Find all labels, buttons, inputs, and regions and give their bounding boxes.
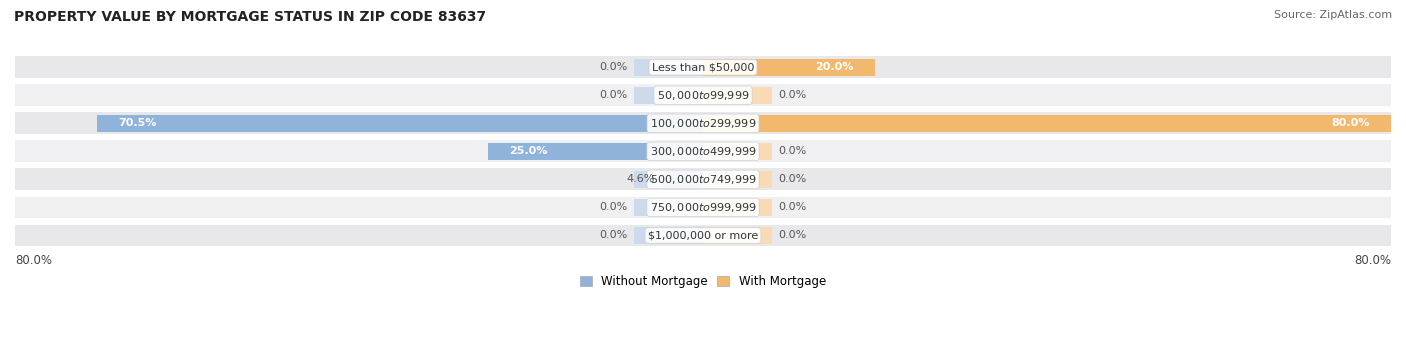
Bar [488,143,703,160]
Text: 70.5%: 70.5% [118,118,156,128]
Text: 0.0%: 0.0% [779,231,807,240]
Legend: Without Mortgage, With Mortgage: Without Mortgage, With Mortgage [575,270,831,293]
Text: 0.0%: 0.0% [599,203,627,212]
Bar [634,59,703,76]
Text: 0.0%: 0.0% [599,231,627,240]
Bar [703,199,772,216]
Text: $1,000,000 or more: $1,000,000 or more [648,231,758,240]
Text: $50,000 to $99,999: $50,000 to $99,999 [657,89,749,102]
Text: Source: ZipAtlas.com: Source: ZipAtlas.com [1274,10,1392,20]
Bar [703,143,772,160]
Text: 80.0%: 80.0% [1354,254,1391,267]
Bar [634,143,703,160]
Bar [703,87,772,104]
Text: 20.0%: 20.0% [815,62,853,72]
Text: $100,000 to $299,999: $100,000 to $299,999 [650,117,756,130]
Bar [664,171,703,188]
Bar [703,59,875,76]
Text: $750,000 to $999,999: $750,000 to $999,999 [650,201,756,214]
Text: 0.0%: 0.0% [779,90,807,100]
Text: 4.6%: 4.6% [627,174,655,184]
Bar [15,168,1391,190]
Bar [703,115,1391,132]
Bar [703,227,772,244]
Bar [15,56,1391,78]
Text: $500,000 to $749,999: $500,000 to $749,999 [650,173,756,186]
Text: 0.0%: 0.0% [779,146,807,157]
Bar [15,113,1391,134]
Text: 0.0%: 0.0% [779,174,807,184]
Bar [634,115,703,132]
Bar [703,115,772,132]
Bar [15,196,1391,218]
Bar [634,87,703,104]
Bar [15,224,1391,247]
Text: PROPERTY VALUE BY MORTGAGE STATUS IN ZIP CODE 83637: PROPERTY VALUE BY MORTGAGE STATUS IN ZIP… [14,10,486,24]
Text: 0.0%: 0.0% [599,62,627,72]
Text: 0.0%: 0.0% [779,203,807,212]
Bar [703,59,772,76]
Text: $300,000 to $499,999: $300,000 to $499,999 [650,145,756,158]
Bar [634,227,703,244]
Bar [634,199,703,216]
Text: 80.0%: 80.0% [1331,118,1369,128]
Bar [703,171,772,188]
Text: 80.0%: 80.0% [15,254,52,267]
Bar [15,85,1391,106]
Text: Less than $50,000: Less than $50,000 [652,62,754,72]
Text: 25.0%: 25.0% [509,146,548,157]
Bar [97,115,703,132]
Bar [15,140,1391,162]
Bar [634,171,703,188]
Text: 0.0%: 0.0% [599,90,627,100]
